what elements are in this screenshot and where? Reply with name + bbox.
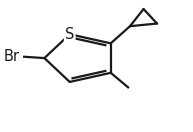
- Text: S: S: [65, 27, 74, 42]
- Text: Br: Br: [3, 49, 19, 64]
